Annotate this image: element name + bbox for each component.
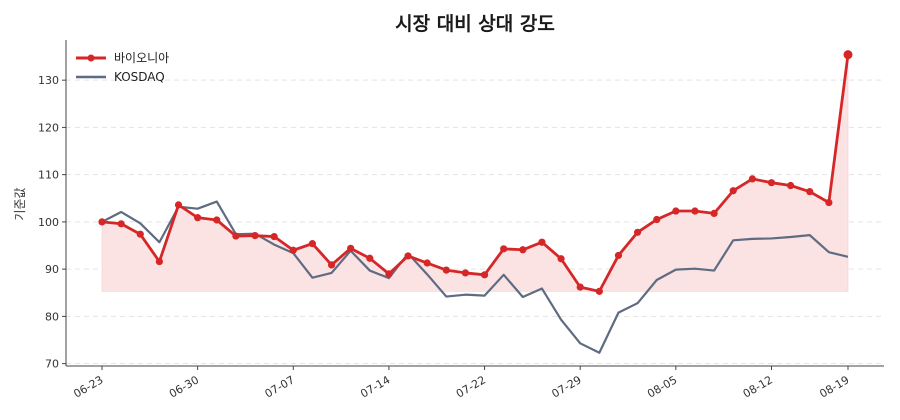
series-line-1 — [101, 54, 850, 293]
x-tick-label: 07-22 — [454, 373, 488, 400]
x-tick-label: 08-12 — [741, 373, 775, 400]
data-point — [710, 209, 718, 217]
x-tick-label: 07-07 — [263, 373, 297, 400]
data-point — [748, 175, 756, 183]
y-tick-label: 100 — [38, 216, 59, 229]
data-point — [213, 216, 221, 224]
y-tick-labels: 70 80 90 100 110 120 130 — [38, 74, 66, 371]
x-tick-label: 06-30 — [167, 373, 201, 400]
x-tick-label: 07-14 — [358, 373, 392, 400]
y-tick-label: 90 — [45, 263, 59, 276]
series-line-2 — [101, 200, 849, 354]
data-point — [576, 283, 584, 291]
data-point — [691, 207, 699, 215]
data-point — [423, 259, 431, 267]
y-tick-label: 110 — [38, 169, 59, 182]
data-point — [442, 266, 450, 274]
data-point — [500, 245, 508, 253]
data-point — [633, 228, 642, 236]
data-point — [825, 198, 833, 207]
data-point — [538, 238, 546, 246]
legend-label-series-2: KOSDAQ — [114, 70, 165, 84]
x-tick-label: 08-19 — [817, 373, 851, 400]
data-point — [308, 240, 317, 248]
legend: 바이오니아 KOSDAQ — [76, 51, 169, 84]
data-point — [519, 246, 527, 254]
y-axis-label: 기준값 — [13, 187, 27, 220]
y-tick-label: 130 — [38, 74, 59, 87]
data-point — [98, 218, 106, 226]
series-fill-area — [101, 54, 849, 292]
x-tick-label: 06-23 — [71, 373, 105, 400]
data-point — [729, 187, 737, 195]
data-point — [385, 270, 393, 278]
data-point — [595, 287, 603, 295]
chart-title: 시장 대비 상대 강도 — [395, 13, 555, 35]
data-point — [672, 207, 680, 215]
data-point — [480, 271, 489, 279]
data-point — [270, 232, 278, 241]
data-point — [327, 261, 336, 269]
x-tick-labels: 06-23 06-30 07-07 07-14 07-22 07-29 08-05 08-12… — [71, 366, 852, 401]
data-point — [366, 254, 374, 262]
axes — [65, 40, 884, 367]
data-point — [232, 232, 240, 240]
data-point — [347, 244, 355, 252]
y-tick-label: 80 — [45, 310, 59, 323]
data-point — [404, 252, 412, 260]
data-point — [117, 220, 125, 228]
data-point — [155, 257, 163, 266]
series-lines — [98, 50, 853, 354]
data-point — [289, 246, 297, 254]
legend-marker-series-1 — [87, 54, 95, 62]
x-tick-label: 08-05 — [645, 373, 679, 400]
data-point — [136, 230, 144, 238]
data-point — [251, 232, 259, 240]
y-tick-label: 120 — [38, 121, 59, 134]
data-point — [806, 188, 814, 196]
data-point — [174, 201, 183, 209]
legend-label-series-1: 바이오니아 — [114, 51, 169, 65]
data-point — [194, 214, 202, 222]
x-tick-label: 07-29 — [550, 373, 584, 400]
y-tick-label: 70 — [45, 358, 59, 371]
data-point — [787, 181, 795, 190]
data-point — [557, 255, 565, 263]
data-point — [843, 50, 853, 60]
data-point — [614, 251, 623, 260]
area-fill — [101, 54, 849, 292]
data-point — [653, 215, 661, 224]
data-point — [461, 269, 470, 277]
data-point — [767, 179, 776, 187]
